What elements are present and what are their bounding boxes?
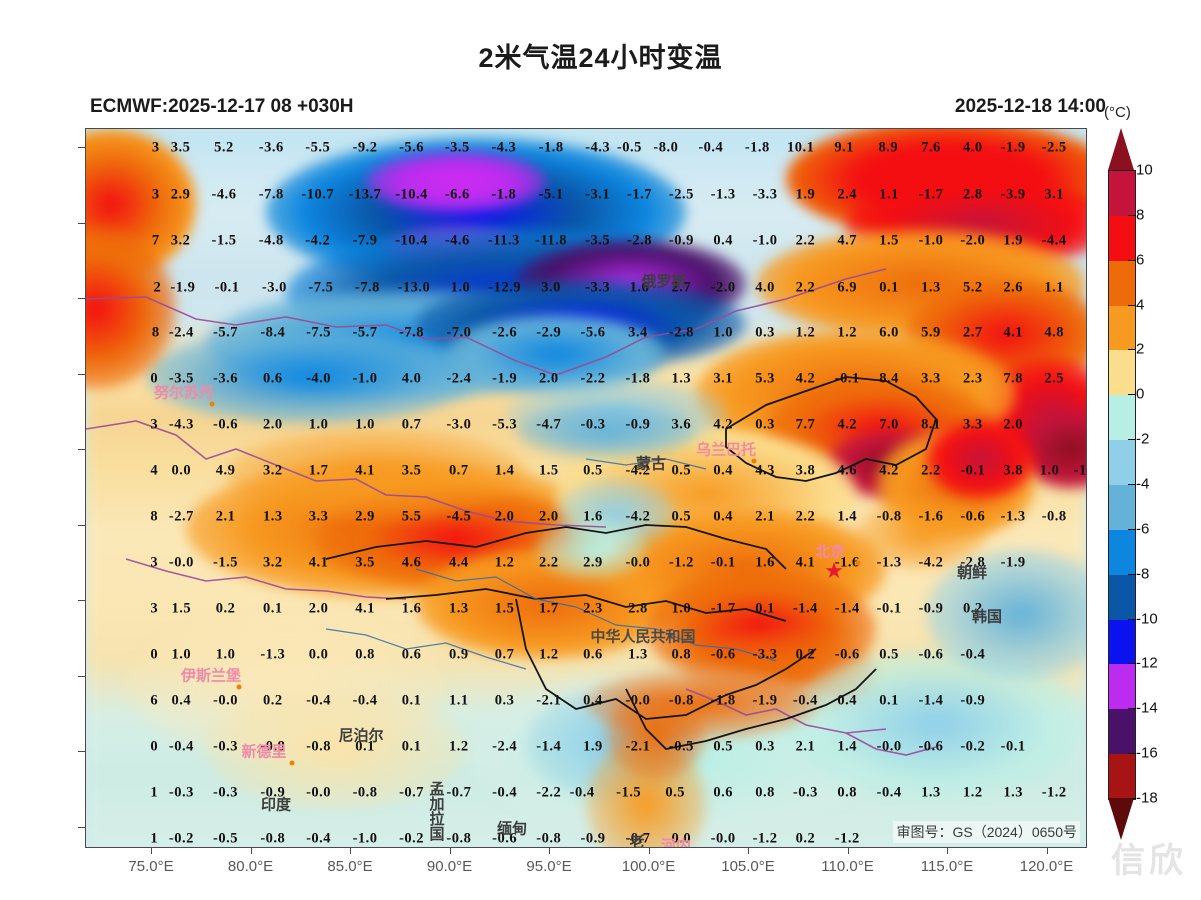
longitude-tick-mark bbox=[250, 846, 252, 854]
colorbar-tick-label: -16 bbox=[1136, 744, 1158, 762]
colorbar-segment bbox=[1109, 440, 1135, 485]
colorbar-tick-label: 2 bbox=[1136, 340, 1145, 358]
longitude-tick-mark bbox=[449, 846, 451, 854]
longitude-tick-mark bbox=[748, 846, 749, 854]
longitude-tick-mark bbox=[847, 846, 849, 854]
colorbar-tick-label: -18 bbox=[1136, 789, 1158, 807]
colorbar-segment bbox=[1109, 395, 1135, 441]
temperature-anomaly-map[interactable]: 3 3.5 5.2 -3.6 -5.5 -9.2 -5.6 -3.5 -4.3 -1.8 -4.3-… bbox=[85, 128, 1087, 848]
colorbar-segment bbox=[1109, 664, 1135, 710]
colorbar-tick-label: -10 bbox=[1136, 610, 1158, 628]
colorbar-tick-label: 10 bbox=[1136, 161, 1153, 179]
longitude-tick-label: 90.0°E bbox=[426, 858, 473, 875]
colorbar-tick-mark bbox=[1128, 573, 1136, 575]
longitude-tick-mark bbox=[1046, 846, 1048, 854]
map-borders bbox=[86, 268, 938, 756]
longitude-tick-mark bbox=[151, 846, 152, 854]
watermark: 信欣 bbox=[1111, 842, 1187, 880]
model-run-label: ECMWF:2025-12-17 08 +030H bbox=[90, 96, 354, 117]
latitude-tick-mark bbox=[78, 675, 85, 677]
colorbar-tick-mark bbox=[1128, 484, 1136, 485]
colorbar-tick-mark bbox=[1128, 528, 1136, 530]
longitude-tick-label: 110.0°E bbox=[821, 858, 874, 875]
colorbar-tick-label: -6 bbox=[1136, 520, 1150, 538]
longitude-tick-label: 95.0°E bbox=[526, 858, 572, 875]
colorbar-tick-label: 0 bbox=[1136, 385, 1145, 403]
colorbar-tick-mark bbox=[1128, 394, 1136, 396]
latitude-tick-mark bbox=[78, 222, 85, 224]
latitude-tick-mark bbox=[78, 298, 85, 300]
colorbar-tick-mark bbox=[1128, 618, 1136, 620]
latitude-tick-mark bbox=[78, 147, 85, 148]
colorbar-segment bbox=[1109, 709, 1135, 755]
colorbar-segment bbox=[1109, 260, 1135, 306]
colorbar-tick-mark bbox=[1128, 259, 1136, 261]
longitude-tick-label: 80.0°E bbox=[227, 858, 274, 875]
colorbar-unit-label: (°C) bbox=[1104, 104, 1131, 121]
colorbar-segment bbox=[1109, 485, 1135, 530]
longitude-tick-label: 115.0°E bbox=[920, 858, 974, 875]
valid-time-label: 2025-12-18 14:00 bbox=[954, 96, 1106, 117]
colorbar-segment bbox=[1109, 754, 1135, 799]
colorbar-segment bbox=[1109, 171, 1135, 216]
longitude-tick-label: 105.0°E bbox=[721, 858, 775, 875]
colorbar-tick-label: -4 bbox=[1136, 475, 1150, 493]
longitude-tick-label: 75.0°E bbox=[128, 858, 174, 875]
longitude-tick-mark bbox=[350, 846, 351, 854]
colorbar-tick-label: -12 bbox=[1136, 654, 1158, 672]
latitude-tick-mark bbox=[78, 524, 85, 526]
colorbar-segment bbox=[1109, 305, 1135, 351]
colorbar-tick-mark bbox=[1128, 349, 1136, 351]
longitude-tick-label: 85.0°E bbox=[327, 858, 373, 875]
colorbar-tick-mark bbox=[1128, 214, 1136, 216]
colorbar-tick-mark bbox=[1128, 798, 1136, 799]
latitude-tick-mark bbox=[78, 600, 85, 602]
colorbar-tick-mark bbox=[1128, 170, 1136, 171]
colorbar-tick-label: 8 bbox=[1136, 206, 1145, 224]
longitude-tick-mark bbox=[947, 846, 948, 854]
anomaly-color-field bbox=[86, 129, 1086, 847]
latitude-tick-mark bbox=[78, 751, 85, 753]
colorbar-segment bbox=[1109, 574, 1135, 620]
colorbar-tick-mark bbox=[1128, 708, 1136, 710]
latitude-tick-mark bbox=[78, 373, 85, 375]
colorbar-segment bbox=[1109, 215, 1135, 261]
map-approval-number: 审图号：GS（2024）0650号 bbox=[893, 821, 1080, 843]
colorbar-tick-label: -2 bbox=[1136, 430, 1150, 448]
longitude-tick-label: 100.0°E bbox=[621, 858, 676, 875]
colorbar-tick-label: -14 bbox=[1136, 699, 1158, 717]
colorbar-max-arrow bbox=[1108, 128, 1134, 170]
colorbar-segment bbox=[1109, 350, 1135, 396]
colorbar[interactable]: 10 8 6 4 2 0 -2 -4 -6 -8 -10 -12 -14 -16 -18 bbox=[1108, 128, 1158, 846]
place-label: 内比都 bbox=[487, 848, 532, 849]
longitude-tick-label: 120.0°E bbox=[1019, 858, 1074, 875]
longitude-tick-mark bbox=[549, 846, 550, 854]
longitude-tick-mark bbox=[648, 846, 650, 854]
colorbar-tick-mark bbox=[1128, 753, 1136, 755]
colorbar-segment bbox=[1109, 529, 1135, 575]
colorbar-tick-label: 6 bbox=[1136, 251, 1145, 269]
page-title: 2米气温24小时变温 bbox=[478, 43, 723, 73]
colorbar-tick-mark bbox=[1128, 439, 1136, 441]
latitude-tick-mark bbox=[78, 449, 85, 451]
colorbar-tick-mark bbox=[1128, 663, 1136, 665]
colorbar-tick-label: -8 bbox=[1136, 565, 1150, 583]
latitude-tick-mark bbox=[78, 827, 85, 828]
colorbar-min-arrow bbox=[1108, 798, 1134, 840]
colorbar-tick-label: 4 bbox=[1136, 296, 1145, 314]
colorbar-tick-mark bbox=[1128, 304, 1136, 306]
colorbar-body bbox=[1108, 170, 1136, 800]
colorbar-segment bbox=[1109, 619, 1135, 665]
